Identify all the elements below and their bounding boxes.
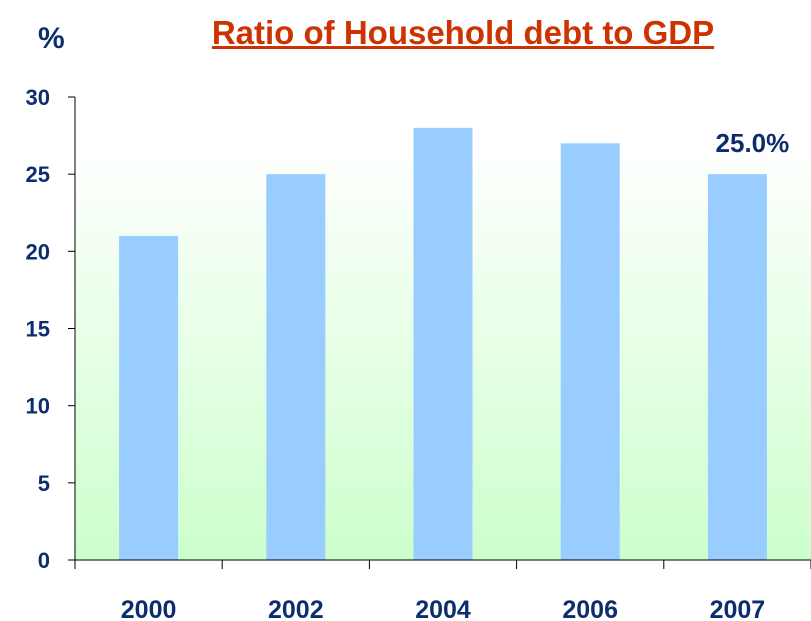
bar-2002 <box>266 174 326 560</box>
data-label-2007: 25.0% <box>716 128 790 158</box>
y-tick-label-5: 5 <box>38 471 50 496</box>
x-tick-label-2002: 2002 <box>268 596 324 621</box>
bar-2006 <box>560 143 620 561</box>
chart-title: Ratio of Household debt to GDP <box>211 14 715 51</box>
x-tick-label-2007: 2007 <box>710 596 766 621</box>
y-tick-label-15: 15 <box>26 317 50 342</box>
x-tick-label-2004: 2004 <box>415 596 471 621</box>
x-tick-label-2006: 2006 <box>562 596 618 621</box>
y-axis-label: % <box>38 22 65 55</box>
y-tick-label-0: 0 <box>38 548 50 573</box>
bar-2000 <box>119 235 179 560</box>
x-tick-label-2000: 2000 <box>121 596 177 621</box>
y-tick-label-25: 25 <box>26 162 50 187</box>
y-tick-label-10: 10 <box>26 394 50 419</box>
bar-2007 <box>707 174 767 560</box>
y-tick-label-30: 30 <box>26 85 50 110</box>
y-tick-label-20: 20 <box>26 239 50 264</box>
bar-2004 <box>413 127 473 560</box>
